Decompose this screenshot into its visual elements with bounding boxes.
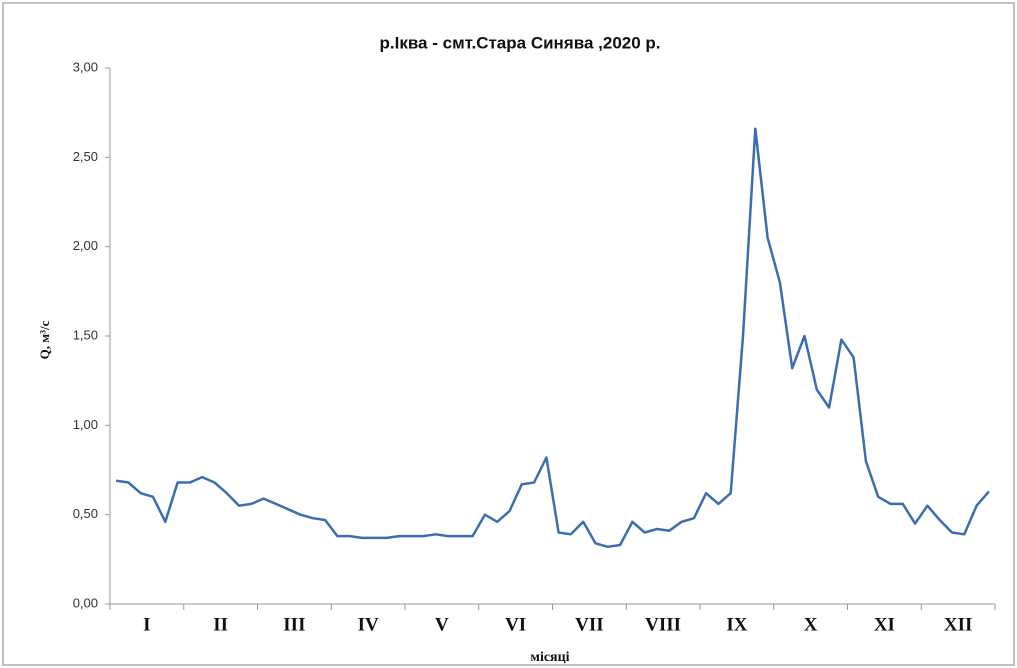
x-tick-label: X bbox=[804, 614, 818, 635]
y-tick-label: 1,00 bbox=[73, 417, 98, 432]
y-tick-label: 2,50 bbox=[73, 149, 98, 164]
y-axis-label: Q, м³/с bbox=[37, 320, 52, 359]
x-tick-label: I bbox=[143, 614, 150, 635]
x-tick-label: VI bbox=[505, 614, 526, 635]
x-tick-label: V bbox=[435, 614, 449, 635]
chart-title: р.Іква - смт.Стара Синява ,2020 р. bbox=[379, 33, 660, 52]
x-tick-label: VII bbox=[575, 614, 604, 635]
y-tick-label: 0,50 bbox=[73, 506, 98, 521]
x-tick-label: II bbox=[213, 614, 228, 635]
x-tick-label: XII bbox=[944, 614, 973, 635]
x-tick-label: III bbox=[283, 614, 305, 635]
x-tick-label: IX bbox=[726, 614, 747, 635]
y-tick-label: 3,00 bbox=[73, 59, 98, 74]
x-axis-label: місяці bbox=[530, 650, 569, 665]
y-tick-label: 1,50 bbox=[73, 327, 98, 342]
x-tick-label: IV bbox=[358, 614, 379, 635]
x-tick-label: XI bbox=[874, 614, 895, 635]
y-tick-label: 0,00 bbox=[73, 595, 98, 610]
x-tick-label: VIII bbox=[645, 614, 681, 635]
y-tick-label: 2,00 bbox=[73, 238, 98, 253]
data-line bbox=[115, 127, 990, 549]
